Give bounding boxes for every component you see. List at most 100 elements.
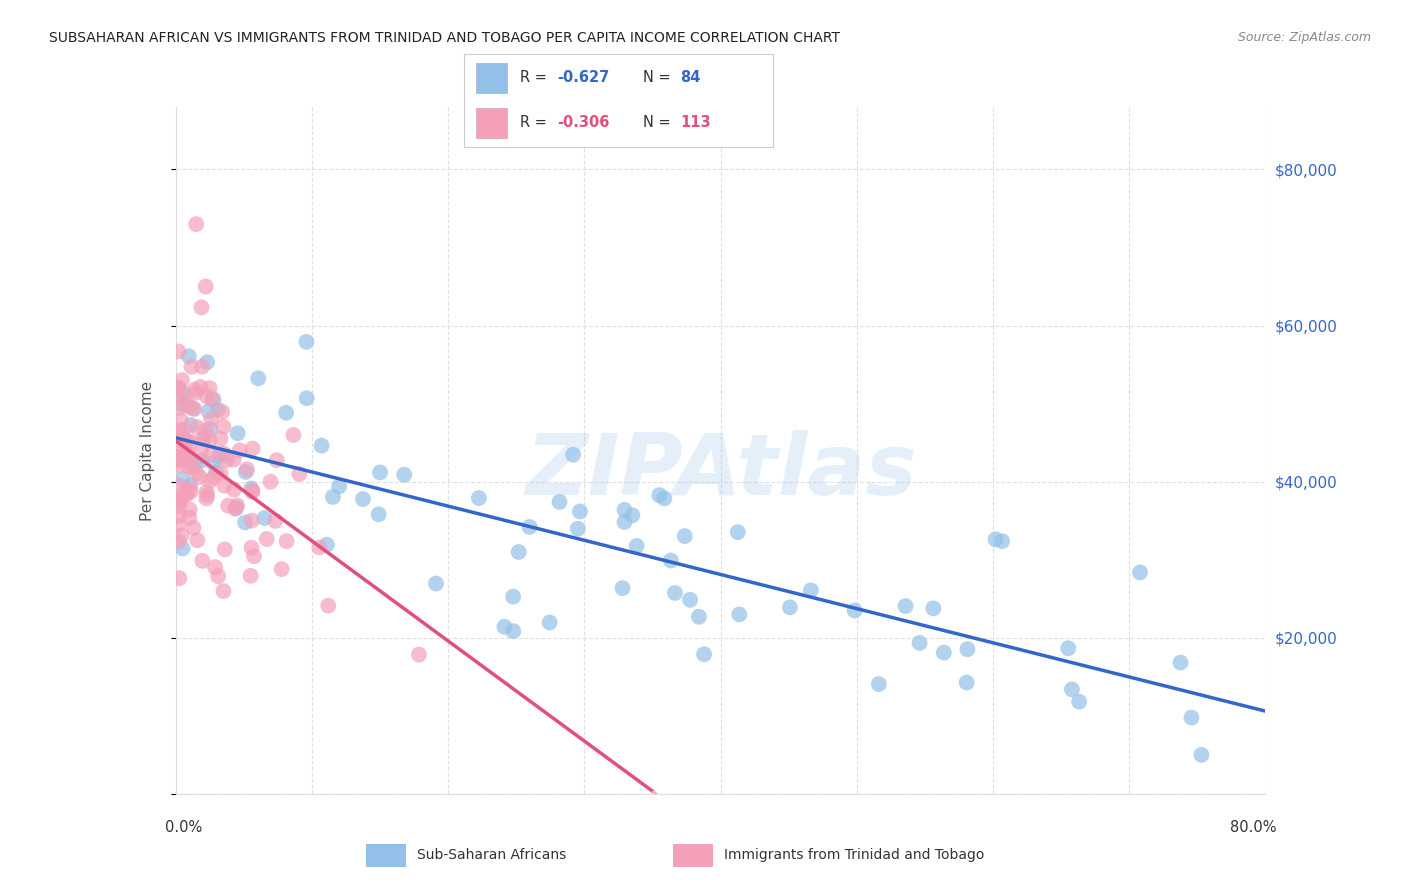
Point — [621, 508, 644, 523]
Point — [315, 538, 337, 552]
Point — [508, 545, 530, 559]
Point — [170, 450, 193, 464]
Point — [502, 624, 524, 639]
Point — [202, 470, 225, 484]
Point — [538, 615, 561, 630]
Text: -0.306: -0.306 — [557, 115, 609, 130]
Point — [170, 373, 193, 387]
Point — [1060, 682, 1083, 697]
Text: 113: 113 — [681, 115, 711, 130]
Text: 80.0%: 80.0% — [1230, 820, 1277, 835]
Point — [226, 499, 249, 513]
Point — [172, 431, 194, 445]
Point — [167, 450, 190, 465]
Point — [368, 466, 391, 480]
Point — [186, 217, 208, 231]
Point — [167, 478, 190, 492]
Point — [311, 439, 333, 453]
Point — [183, 401, 205, 416]
Point — [548, 495, 571, 509]
Point — [195, 488, 218, 502]
Point — [167, 458, 190, 473]
Point — [956, 675, 979, 690]
Point — [204, 560, 226, 574]
Point — [922, 601, 945, 615]
Point — [868, 677, 890, 691]
Point — [1180, 710, 1202, 724]
Point — [266, 453, 288, 467]
Point — [908, 636, 931, 650]
Point — [179, 459, 201, 474]
Point — [225, 501, 247, 516]
Point — [174, 395, 197, 409]
Point — [169, 390, 191, 404]
Point — [1069, 695, 1091, 709]
Point — [316, 599, 339, 613]
Point — [613, 503, 636, 517]
Text: N =: N = — [644, 70, 676, 86]
Point — [180, 434, 202, 449]
Point — [170, 414, 193, 428]
Point — [201, 392, 224, 407]
Point — [202, 456, 225, 470]
Point — [195, 485, 218, 500]
Point — [169, 433, 191, 447]
Point — [179, 510, 201, 524]
Point — [240, 541, 263, 555]
Point — [225, 500, 247, 515]
Point — [240, 482, 263, 496]
Point — [212, 446, 235, 460]
Point — [208, 450, 231, 464]
Point — [200, 412, 222, 426]
Point — [328, 479, 350, 493]
Point — [664, 586, 686, 600]
Point — [184, 385, 207, 400]
Point — [170, 528, 193, 542]
Point — [176, 434, 198, 448]
Text: N =: N = — [644, 115, 676, 130]
Point — [176, 450, 198, 465]
Point — [308, 541, 330, 555]
Point — [191, 453, 214, 467]
Point — [562, 448, 585, 462]
Point — [276, 406, 298, 420]
Point — [205, 466, 228, 480]
Point — [179, 400, 201, 414]
Point — [295, 391, 318, 405]
Point — [956, 642, 979, 657]
Point — [167, 381, 190, 395]
Text: ZIPAtlas: ZIPAtlas — [524, 430, 917, 513]
Point — [170, 445, 193, 459]
Point — [170, 429, 193, 443]
Text: 0.0%: 0.0% — [165, 820, 202, 835]
Point — [174, 488, 197, 502]
Point — [659, 553, 682, 567]
Point — [648, 488, 671, 502]
Point — [179, 502, 201, 516]
Point — [288, 467, 311, 481]
Point — [240, 484, 263, 499]
Point — [181, 401, 204, 416]
Point — [167, 453, 190, 467]
Point — [167, 495, 190, 509]
Point — [190, 444, 212, 458]
Point — [242, 442, 264, 456]
Point — [214, 542, 236, 557]
Point — [174, 445, 197, 459]
Point — [207, 569, 229, 583]
Point — [181, 459, 204, 474]
Point — [173, 485, 195, 500]
Point — [191, 554, 214, 568]
Point — [194, 424, 217, 438]
Point — [215, 449, 238, 463]
Point — [259, 475, 281, 489]
Point — [214, 479, 236, 493]
Bar — [477, 108, 508, 138]
Point — [170, 493, 193, 508]
Point — [180, 418, 202, 433]
Point — [228, 443, 250, 458]
Point — [693, 648, 716, 662]
Bar — [366, 844, 406, 867]
Point — [1057, 641, 1080, 656]
Text: 84: 84 — [681, 70, 700, 86]
